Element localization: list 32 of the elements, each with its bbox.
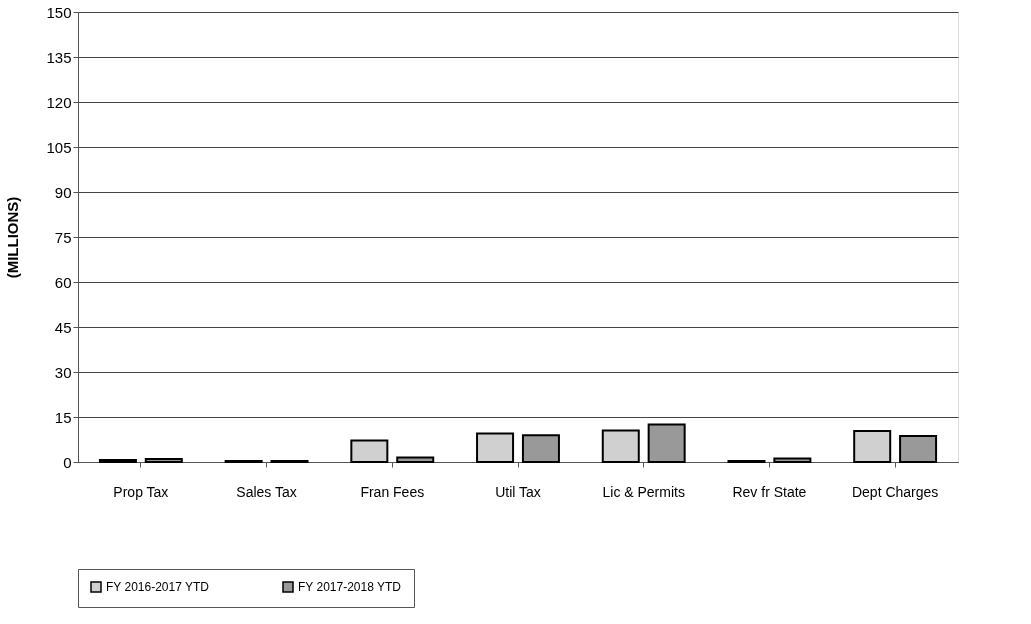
y-tick-label: 105 [46, 138, 72, 156]
y-tick-label: 135 [46, 48, 72, 66]
y-tick-label: 120 [46, 93, 72, 111]
bar [521, 434, 560, 463]
legend-label: FY 2017-2018 YTD [298, 580, 402, 594]
x-tick-label: Sales Tax [236, 483, 297, 500]
y-tick-label: 0 [63, 453, 72, 471]
legend-label: FY 2016-2017 YTD [106, 580, 210, 594]
bar [899, 434, 938, 463]
y-axis-title: (MILLIONS) [4, 196, 22, 279]
x-tick-label: Util Tax [495, 483, 541, 500]
x-tick-label: Fran Fees [360, 483, 425, 500]
bar [647, 423, 686, 463]
bar [476, 432, 515, 463]
bar [853, 430, 892, 463]
bar [144, 458, 183, 463]
bar [773, 457, 812, 463]
bar [396, 456, 435, 463]
x-tick-label: Dept Charges [851, 483, 939, 500]
bar [98, 458, 137, 463]
bar [350, 439, 389, 463]
bar [601, 429, 640, 463]
y-tick-label: 75 [54, 228, 72, 246]
x-tick-label: Lic & Permits [602, 483, 685, 500]
y-tick-label: 60 [54, 273, 72, 291]
y-tick-label: 150 [46, 3, 72, 21]
y-tick-label: 30 [54, 363, 72, 381]
y-tick-label: 90 [54, 183, 72, 201]
y-tick-label: 45 [54, 318, 72, 336]
x-tick-label: Prop Tax [113, 483, 169, 500]
y-tick-label: 15 [54, 408, 72, 426]
x-tick-label: Rev fr State [732, 483, 807, 500]
